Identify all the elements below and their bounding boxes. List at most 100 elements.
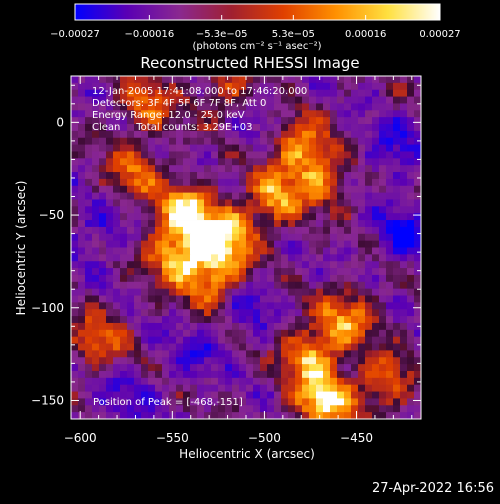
heatmap-cell — [253, 302, 261, 310]
heatmap-cell — [85, 254, 93, 262]
heatmap-cell — [225, 199, 233, 207]
heatmap-cell — [120, 117, 128, 125]
heatmap-cell — [393, 261, 401, 269]
heatmap-cell — [316, 268, 324, 276]
heatmap-cell — [211, 364, 219, 372]
heatmap-cell — [176, 302, 184, 310]
heatmap-cell — [120, 206, 128, 214]
heatmap-cell — [274, 158, 282, 166]
heatmap-cell — [232, 124, 240, 132]
heatmap-cell — [85, 199, 93, 207]
heatmap-cell — [134, 336, 142, 344]
heatmap-cell — [288, 192, 296, 200]
heatmap-cell — [365, 364, 373, 372]
heatmap-cell — [106, 226, 114, 235]
heatmap-cell — [127, 240, 135, 248]
heatmap-cell — [302, 144, 310, 152]
heatmap-cell — [232, 261, 240, 269]
heatmap-cell — [148, 76, 156, 84]
heatmap-cell — [211, 130, 219, 139]
heatmap-cell — [365, 124, 373, 132]
heatmap-cell — [134, 178, 142, 187]
heatmap-cell — [134, 343, 142, 351]
heatmap-cell — [309, 144, 317, 152]
heatmap-cell — [141, 412, 149, 420]
heatmap-cell — [99, 117, 107, 125]
heatmap-cell — [183, 158, 191, 166]
heatmap-cell — [225, 247, 233, 255]
heatmap-cell — [337, 130, 345, 139]
heatmap-cell — [176, 281, 184, 290]
heatmap-cell — [351, 412, 359, 420]
heatmap-cell — [218, 158, 226, 166]
heatmap-cell — [218, 82, 226, 91]
heatmap-cell — [176, 412, 184, 420]
heatmap-cell — [414, 103, 422, 111]
heatmap-cell — [309, 233, 317, 242]
heatmap-cell — [372, 124, 380, 132]
heatmap-cell — [330, 254, 338, 262]
heatmap-cell — [295, 130, 303, 139]
heatmap-cell — [260, 370, 268, 379]
heatmap-cell — [113, 89, 121, 97]
heatmap-cell — [365, 172, 373, 180]
heatmap-cell — [190, 268, 198, 276]
heatmap-cell — [330, 240, 338, 248]
heatmap-cell — [232, 295, 240, 303]
heatmap-cell — [106, 220, 114, 228]
heatmap-cell — [99, 185, 107, 194]
heatmap-cell — [302, 158, 310, 166]
heatmap-cell — [316, 309, 324, 317]
heatmap-cell — [253, 322, 261, 331]
heatmap-cell — [106, 377, 114, 386]
heatmap-cell — [225, 144, 233, 152]
heatmap-cell — [393, 288, 401, 296]
heatmap-cell — [176, 350, 184, 358]
heatmap-cell — [197, 206, 205, 214]
heatmap-cell — [260, 165, 268, 173]
heatmap-cell — [351, 89, 359, 97]
heatmap-cell — [260, 329, 268, 338]
heatmap-cell — [379, 117, 387, 125]
heatmap-cell — [407, 274, 415, 283]
heatmap-cell — [351, 316, 359, 324]
heatmap-cell — [113, 144, 121, 152]
heatmap-cell — [316, 370, 324, 379]
heatmap-cell — [190, 377, 198, 386]
heatmap-cell — [414, 151, 422, 159]
heatmap-cell — [365, 206, 373, 214]
heatmap-cell — [400, 364, 408, 372]
heatmap-cell — [204, 295, 212, 303]
heatmap-cell — [379, 309, 387, 317]
heatmap-cell — [274, 213, 282, 221]
heatmap-cell — [232, 329, 240, 338]
heatmap-cell — [337, 398, 345, 406]
heatmap-cell — [372, 295, 380, 303]
heatmap-cell — [176, 268, 184, 276]
heatmap-cell — [358, 233, 366, 242]
heatmap-cell — [295, 103, 303, 111]
heatmap-cell — [176, 377, 184, 386]
heatmap-cell — [211, 329, 219, 338]
heatmap-cell — [197, 178, 205, 187]
heatmap-cell — [386, 185, 394, 194]
heatmap-cell — [127, 185, 135, 194]
heatmap-cell — [113, 233, 121, 242]
heatmap-cell — [288, 274, 296, 283]
heatmap-cell — [225, 343, 233, 351]
heatmap-cell — [197, 302, 205, 310]
heatmap-cell — [169, 110, 177, 118]
heatmap-cell — [260, 89, 268, 97]
heatmap-cell — [295, 240, 303, 248]
heatmap-cell — [281, 377, 289, 386]
heatmap-cell — [386, 172, 394, 180]
heatmap-cell — [379, 316, 387, 324]
heatmap-cell — [358, 240, 366, 248]
heatmap-cell — [267, 158, 275, 166]
heatmap-cell — [372, 178, 380, 187]
heatmap-cell — [267, 226, 275, 235]
heatmap-cell — [316, 357, 324, 365]
heatmap-cell — [358, 192, 366, 200]
heatmap-cell — [239, 247, 247, 255]
heatmap-cell — [169, 364, 177, 372]
